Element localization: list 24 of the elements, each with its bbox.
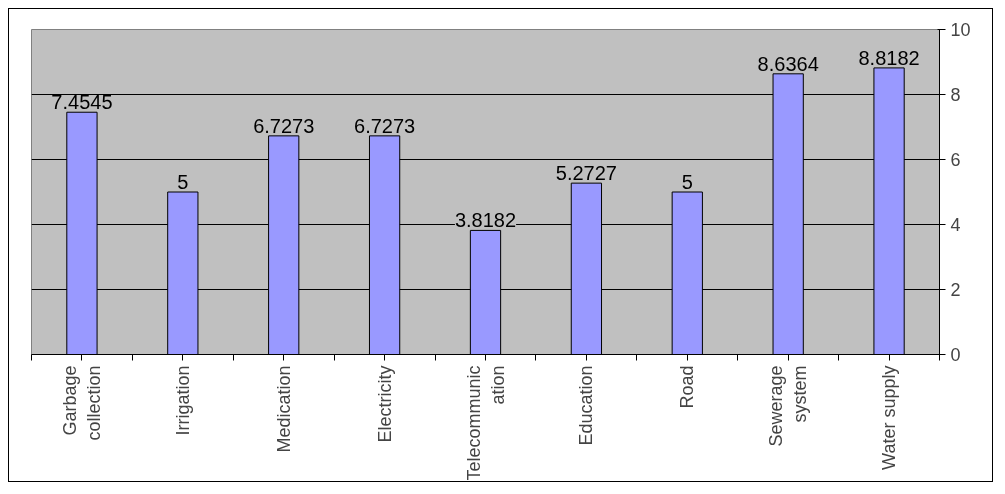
x-tick-label: Telecommunic ation xyxy=(463,365,508,481)
y-tick-label: 6 xyxy=(950,150,961,170)
x-tick-label: Education xyxy=(576,365,597,446)
x-tick-label: Garbage collection xyxy=(59,365,104,441)
x-tick-label: Electricity xyxy=(374,365,395,443)
data-label: 5 xyxy=(177,171,189,193)
x-tick-label: Irrigation xyxy=(172,365,193,436)
x-tick-label: Medication xyxy=(273,365,294,453)
y-tick-label: 0 xyxy=(950,345,961,365)
x-tick-label: Sewerage system xyxy=(766,365,811,447)
data-label: 8.8182 xyxy=(858,46,920,69)
data-label: 3.8182 xyxy=(454,209,517,232)
data-label: 7.4545 xyxy=(51,91,113,114)
y-tick-label: 2 xyxy=(950,280,961,300)
y-tick-label: 4 xyxy=(950,215,961,235)
y-tick-label: 8 xyxy=(950,85,961,105)
data-label: 5.2727 xyxy=(555,162,617,185)
data-label: 6.7273 xyxy=(354,114,416,137)
x-tick-label: Water supply xyxy=(879,365,900,470)
data-label: 6.7273 xyxy=(253,114,315,137)
x-tick-label: Road xyxy=(677,365,698,409)
data-label: 8.6364 xyxy=(757,52,819,75)
y-tick-label: 10 xyxy=(950,20,971,40)
data-label: 5 xyxy=(681,171,693,193)
